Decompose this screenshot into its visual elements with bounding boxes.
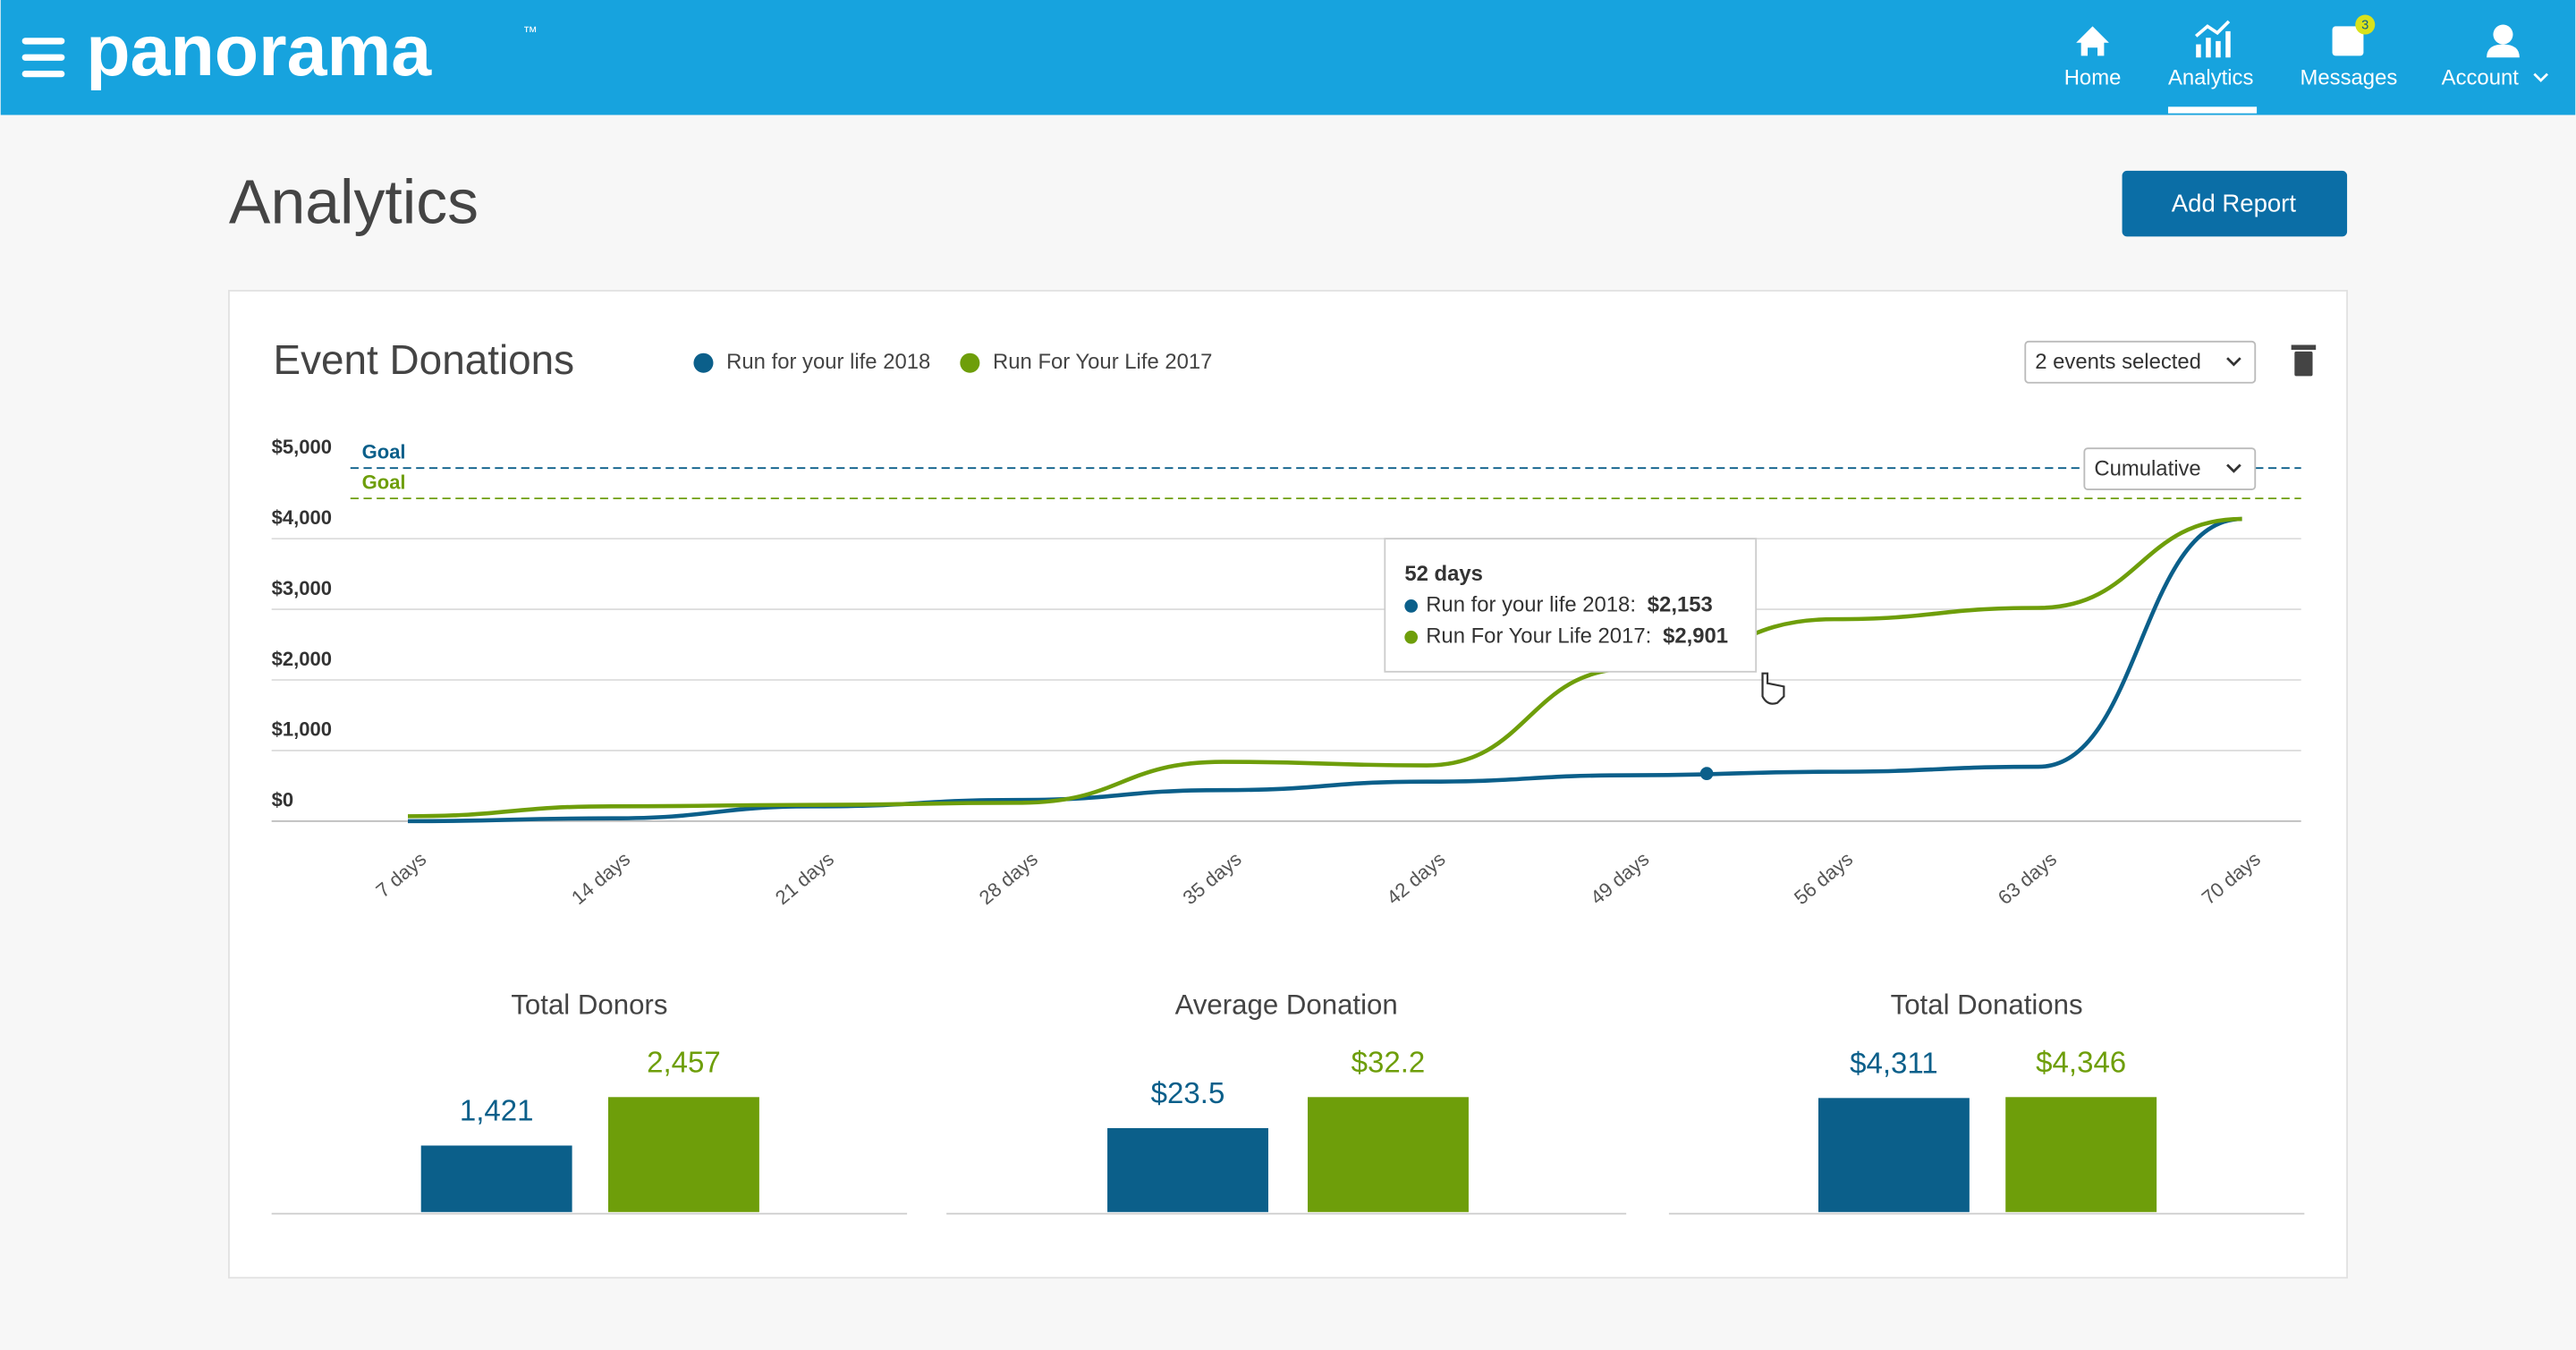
chevron: [2226, 357, 2241, 367]
tooltip-name: Run for your life 2018:: [1426, 593, 1636, 617]
bar-value-label: $4,311: [1850, 1047, 1938, 1080]
logo[interactable]: panorama: [86, 11, 432, 91]
badge: 3: [2361, 18, 2368, 32]
chevron: [2226, 463, 2241, 473]
nav-item[interactable]: Messages: [2301, 65, 2398, 89]
nav-item[interactable]: Account: [2442, 65, 2520, 89]
tooltip-value: $2,153: [1648, 593, 1713, 617]
tooltip-title: 52 days: [1404, 562, 1483, 586]
home-icon[interactable]: [2076, 26, 2109, 56]
bar-value-label: $4,346: [2036, 1046, 2126, 1079]
select-label: 2 events selected: [2035, 350, 2201, 374]
y-tick-label: $2,000: [272, 648, 332, 670]
nav-item[interactable]: Analytics: [2168, 65, 2254, 89]
select-label: Cumulative: [2094, 456, 2200, 480]
y-tick-label: $3,000: [272, 577, 332, 599]
legend-label: Run for your life 2018: [726, 350, 930, 374]
y-tick-label: $1,000: [272, 718, 332, 741]
account-icon[interactable]: [2487, 24, 2520, 58]
bar-value-label: $23.5: [1151, 1077, 1225, 1110]
event-select[interactable]: [2024, 340, 2257, 384]
bar: [1308, 1097, 1469, 1212]
y-tick-label: $5,000: [272, 436, 332, 458]
cursor: [1761, 672, 1785, 705]
bar: [1107, 1128, 1268, 1212]
hover-dot: [1699, 767, 1714, 780]
card-title: Event Donations: [273, 336, 574, 383]
mode-select[interactable]: [2083, 447, 2257, 490]
menu-icon[interactable]: [21, 38, 65, 78]
y-tick-label: $4,000: [272, 506, 332, 529]
active-indicator: [2167, 106, 2258, 114]
bar-chart-title: Total Donors: [511, 989, 667, 1021]
top-bar: [0, 0, 2576, 115]
legend-label: Run For Your Life 2017: [993, 350, 1212, 374]
delete-icon[interactable]: [2291, 344, 2317, 377]
bar-value-label: $32.2: [1352, 1046, 1426, 1079]
legend-marker: [693, 352, 714, 373]
tooltip-value: $2,901: [1663, 624, 1728, 649]
legend-marker: [960, 352, 980, 373]
trademark: ™: [523, 23, 538, 40]
bar: [420, 1145, 572, 1212]
tooltip-marker: [1404, 599, 1419, 613]
goal-label: Goal: [362, 440, 406, 463]
button-label: Add Report: [2172, 190, 2297, 217]
nav-item[interactable]: Home: [2064, 65, 2122, 89]
bar: [2005, 1097, 2157, 1212]
tooltip: [1384, 538, 1758, 673]
chevron: [2533, 72, 2549, 82]
bar: [607, 1097, 759, 1212]
tooltip-name: Run For Your Life 2017:: [1426, 624, 1651, 649]
tooltip-marker: [1404, 630, 1419, 644]
add-report-button[interactable]: [2122, 170, 2348, 237]
messages-icon[interactable]: 3: [2332, 14, 2376, 56]
page-title: Analytics: [229, 167, 479, 237]
bar: [1818, 1098, 1970, 1212]
analytics-icon[interactable]: [2194, 20, 2231, 58]
series-line: [408, 516, 2242, 824]
bar-value-label: 1,421: [460, 1094, 534, 1127]
bar-value-label: 2,457: [647, 1046, 721, 1079]
bar-chart-title: Total Donations: [1891, 989, 2083, 1021]
y-tick-label: $0: [272, 789, 294, 811]
series-line: [408, 516, 2242, 819]
bar-chart-title: Average Donation: [1175, 989, 1398, 1021]
goal-label: Goal: [362, 471, 406, 493]
card: [228, 290, 2348, 1279]
